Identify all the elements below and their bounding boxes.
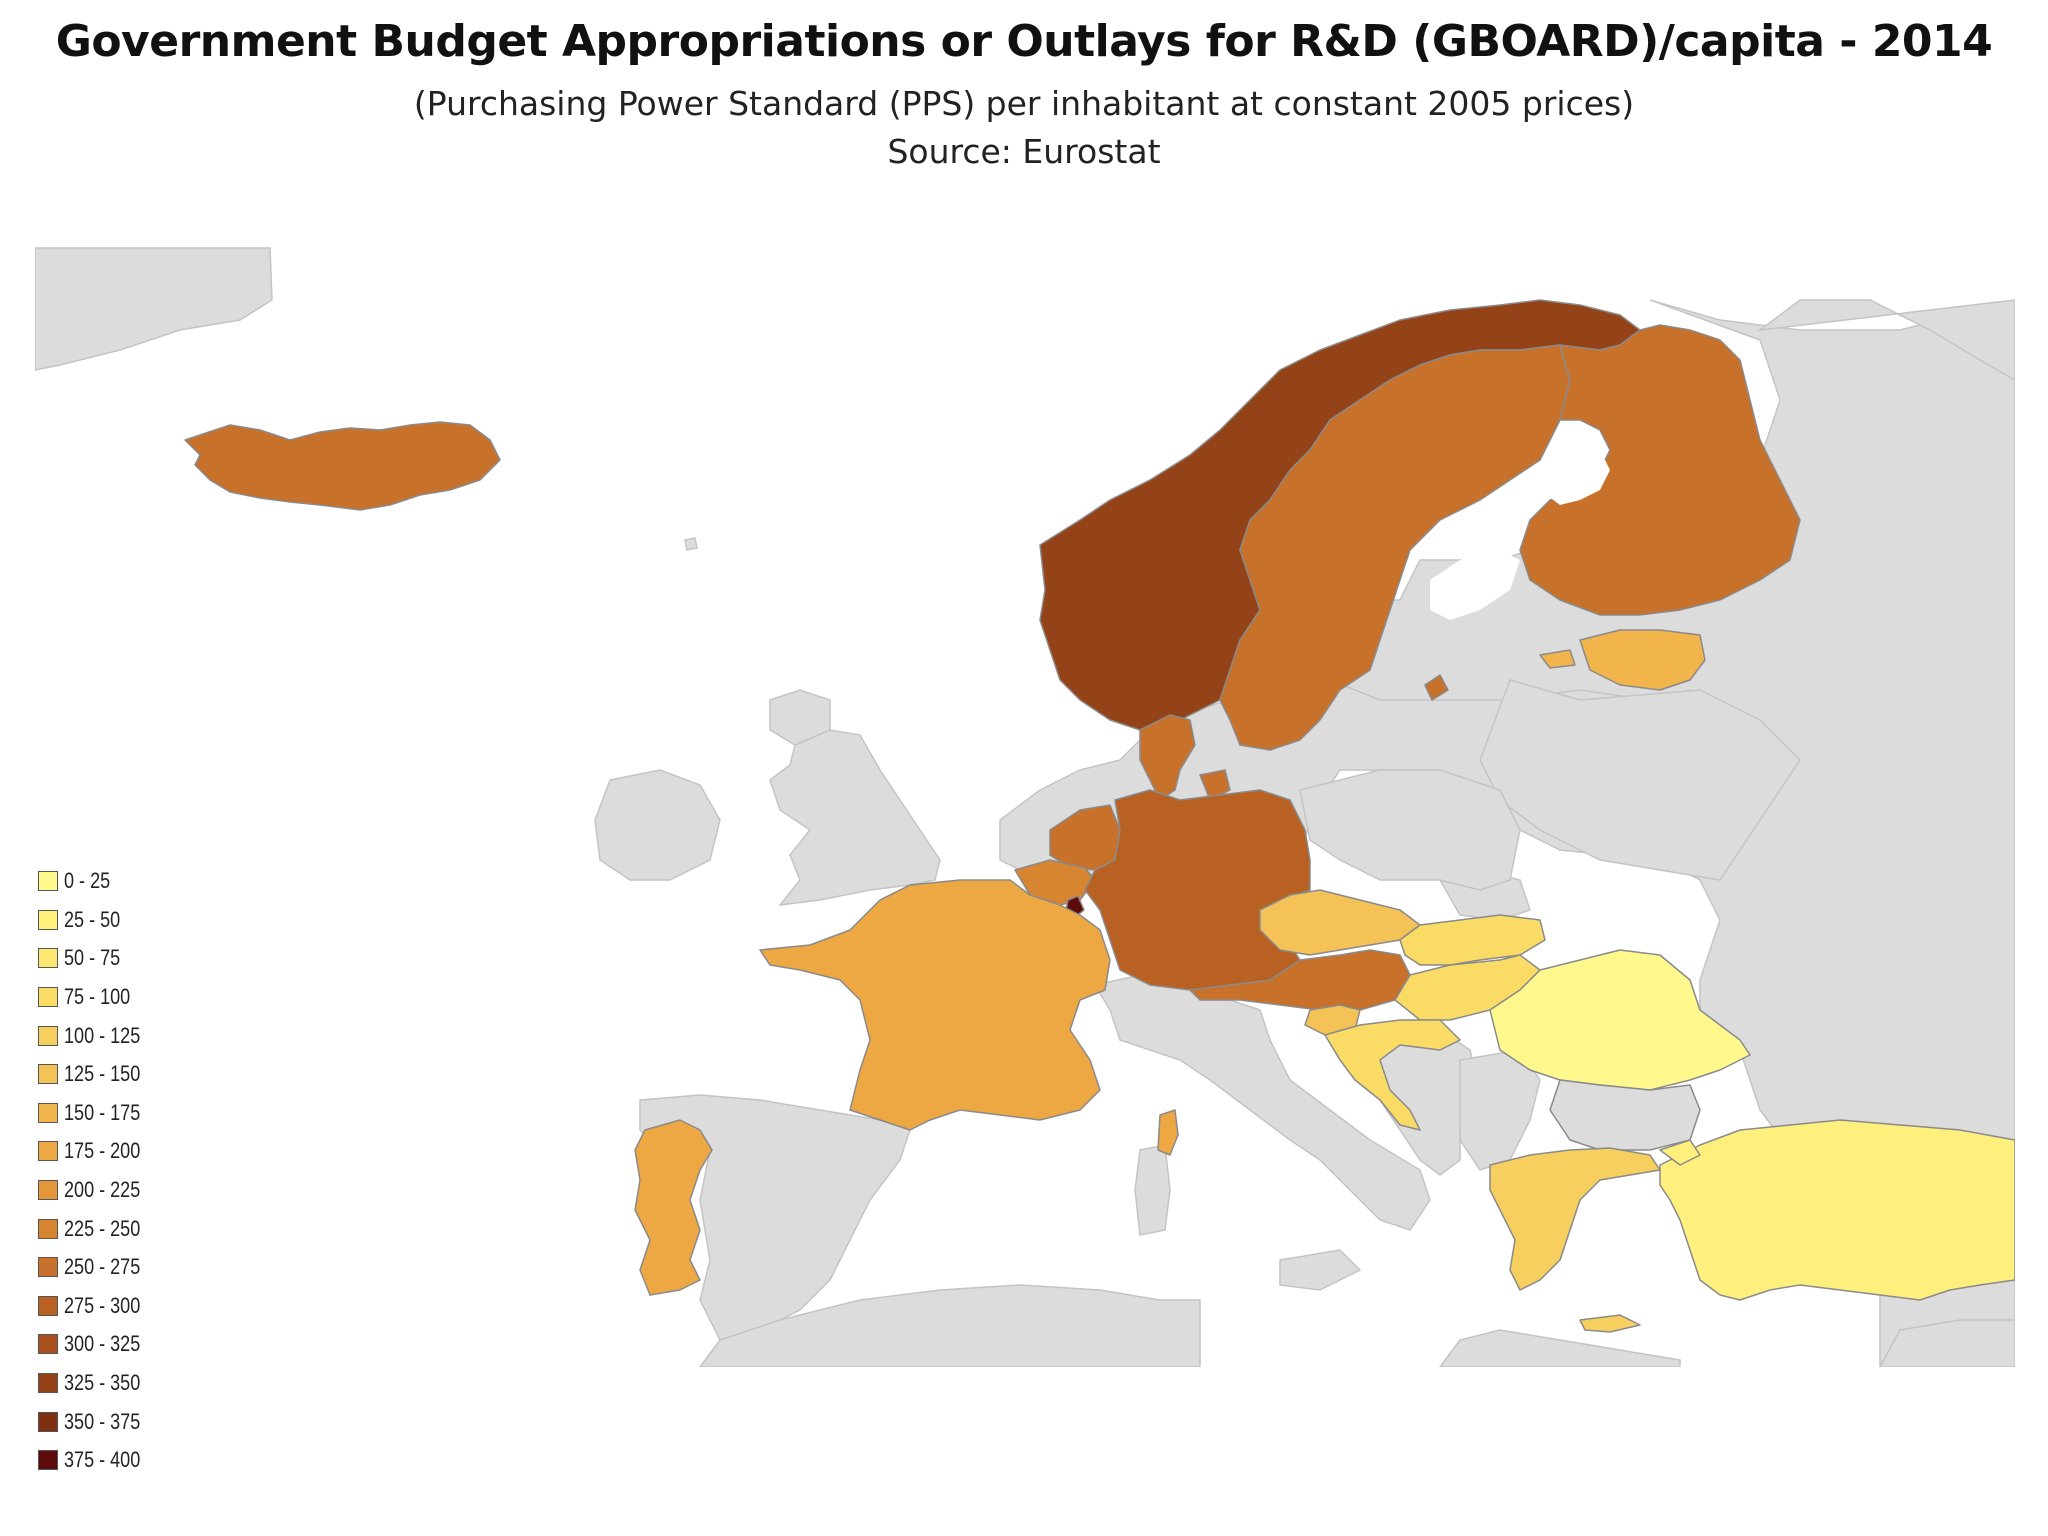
legend-label: 125 - 150 xyxy=(64,1061,141,1087)
middle-east-land xyxy=(1879,1319,2015,1367)
estonia-island xyxy=(1539,649,1576,669)
legend-label: 50 - 75 xyxy=(64,945,121,971)
sardinia-land xyxy=(1134,1144,1171,1236)
greece xyxy=(1489,1147,1661,1291)
crete xyxy=(1579,1314,1641,1333)
scotland-land xyxy=(769,689,831,746)
legend-swatch xyxy=(38,1373,58,1394)
legend-swatch xyxy=(38,1334,58,1355)
gotland xyxy=(1424,674,1449,701)
map-subtitle: (Purchasing Power Standard (PPS) per inh… xyxy=(413,84,1635,123)
legend-label: 225 - 250 xyxy=(64,1215,141,1241)
legend-item: 350 - 375 xyxy=(38,1402,218,1441)
map-source: Source: Eurostat xyxy=(887,132,1161,171)
legend-item: 150 - 175 xyxy=(38,1094,218,1133)
legend-item: 200 - 225 xyxy=(38,1171,218,1210)
croatia xyxy=(1324,1019,1461,1131)
legend-item: 325 - 350 xyxy=(38,1364,218,1403)
libya-land xyxy=(1439,1329,1681,1367)
legend-label: 275 - 300 xyxy=(64,1292,141,1318)
north-africa-land xyxy=(699,1284,1201,1367)
legend-swatch xyxy=(38,1218,58,1239)
legend-swatch xyxy=(38,1025,58,1046)
france xyxy=(759,879,1111,1131)
legend-label: 100 - 125 xyxy=(64,1022,141,1048)
legend-label: 350 - 375 xyxy=(64,1408,141,1434)
gulf-of-bothnia xyxy=(1540,450,1610,505)
legend-label: 300 - 325 xyxy=(64,1331,141,1357)
slovakia xyxy=(1399,914,1546,966)
lakes xyxy=(1430,450,1610,620)
legend-swatch xyxy=(38,1064,58,1085)
corsica xyxy=(1157,1109,1179,1156)
legend-swatch xyxy=(38,871,58,892)
portugal xyxy=(634,1119,713,1296)
denmark xyxy=(1139,714,1196,801)
estonia xyxy=(1579,629,1706,691)
legend-label: 375 - 400 xyxy=(64,1447,141,1473)
legend-item: 225 - 250 xyxy=(38,1209,218,1248)
legend-swatch xyxy=(38,1102,58,1123)
baltic-inlet xyxy=(1430,550,1520,620)
germany xyxy=(1084,789,1311,991)
faroe-islands xyxy=(684,537,698,551)
turkey-thrace xyxy=(1659,1139,1701,1166)
greenland-land xyxy=(35,247,273,371)
legend-label: 175 - 200 xyxy=(64,1138,141,1164)
legend-label: 200 - 225 xyxy=(64,1177,141,1203)
legend-item: 25 - 50 xyxy=(38,901,218,940)
denmark-zealand xyxy=(1199,769,1231,801)
legend-item: 250 - 275 xyxy=(38,1248,218,1287)
legend-swatch xyxy=(38,1411,58,1432)
legend-item: 100 - 125 xyxy=(38,1016,218,1055)
ireland-land xyxy=(594,769,721,881)
legend-swatch xyxy=(38,1257,58,1278)
legend-item: 0 - 25 xyxy=(38,862,218,901)
sicily-land xyxy=(1279,1249,1362,1291)
legend-swatch xyxy=(38,1295,58,1316)
countries xyxy=(184,299,2015,1333)
legend-label: 25 - 50 xyxy=(64,906,121,932)
legend-item: 125 - 150 xyxy=(38,1055,218,1094)
legend-item: 275 - 300 xyxy=(38,1287,218,1326)
legend-swatch xyxy=(38,909,58,930)
map-svg xyxy=(35,247,2015,1367)
poland-land xyxy=(1299,769,1521,891)
great-britain-land xyxy=(769,729,941,906)
map-title: Government Budget Appropriations or Outl… xyxy=(55,16,1993,67)
legend-label: 75 - 100 xyxy=(64,984,131,1010)
legend-label: 0 - 25 xyxy=(64,868,111,894)
legend-item: 50 - 75 xyxy=(38,939,218,978)
legend-label: 150 - 175 xyxy=(64,1099,141,1125)
legend-swatch xyxy=(38,948,58,969)
turkey xyxy=(1659,1119,2015,1301)
kola-land xyxy=(1757,299,2015,381)
legend-swatch xyxy=(38,1450,58,1471)
legend-label: 325 - 350 xyxy=(64,1370,141,1396)
finland xyxy=(1519,324,1801,616)
legend-swatch xyxy=(38,1180,58,1201)
legend-item: 175 - 200 xyxy=(38,1132,218,1171)
map-legend: 0 - 25 25 - 50 50 - 75 75 - 100 100 - 125 125… xyxy=(38,862,218,1480)
legend-label: 250 - 275 xyxy=(64,1254,141,1280)
romania xyxy=(1489,949,1751,1091)
italy-land xyxy=(1093,974,1431,1231)
legend-swatch xyxy=(38,1141,58,1162)
legend-item: 300 - 325 xyxy=(38,1325,218,1364)
sweden xyxy=(1219,344,1571,751)
legend-item: 375 - 400 xyxy=(38,1441,218,1480)
iceland xyxy=(184,421,501,511)
legend-swatch xyxy=(38,987,58,1008)
europe-map xyxy=(35,247,2015,1367)
bulgaria-no-data xyxy=(1549,1079,1701,1151)
legend-item: 75 - 100 xyxy=(38,978,218,1017)
